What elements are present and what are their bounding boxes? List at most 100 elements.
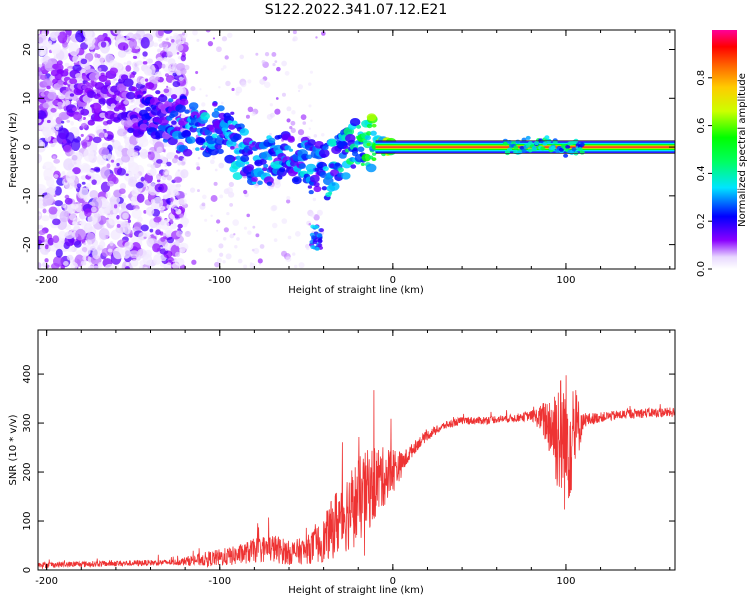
signal-blob (577, 147, 583, 152)
noise-blob (143, 266, 148, 269)
noise-blob (306, 246, 310, 251)
signal-blob (113, 90, 121, 96)
noise-blob (237, 258, 243, 264)
noise-blob (120, 147, 130, 157)
noise-blob (291, 110, 296, 115)
noise-blob (197, 156, 201, 160)
noise-blob (292, 252, 296, 256)
noise-blob (158, 71, 162, 75)
signal-blob (182, 148, 193, 157)
noise-blob (281, 92, 286, 97)
noise-blob (42, 126, 51, 137)
noise-blob (53, 158, 61, 164)
noise-blob (152, 196, 164, 210)
noise-blob (82, 30, 93, 39)
noise-blob (41, 215, 50, 222)
snr-panel: -200 -100 0 100 0 100 200 300 400 Height of stra… (8, 329, 676, 596)
x-tick-label: -200 (35, 576, 58, 587)
noise-blob (52, 235, 60, 244)
noise-blob (65, 170, 76, 183)
noise-blob (218, 243, 224, 249)
noise-blob (157, 30, 164, 37)
signal-blob (87, 119, 95, 126)
noise-blob (243, 226, 248, 230)
signal-blob (360, 162, 365, 167)
noise-blob (134, 164, 145, 177)
noise-blob (177, 228, 182, 232)
noise-blob (98, 67, 102, 72)
signal-blob (527, 148, 533, 153)
noise-blob (212, 37, 216, 40)
noise-blob (107, 248, 113, 253)
noise-blob (78, 187, 89, 199)
signal-blob (279, 166, 286, 173)
signal-blob (365, 163, 377, 173)
signal-blob (525, 135, 531, 140)
noise-blob (264, 52, 270, 57)
noise-blob (286, 195, 291, 200)
noise-blob (226, 187, 233, 194)
noise-blob (138, 179, 142, 183)
noise-blob (122, 212, 129, 220)
signal-blob (72, 107, 78, 112)
noise-blob (38, 262, 42, 269)
noise-blob (240, 81, 247, 88)
noise-blob (130, 200, 135, 206)
x-tick-label: 0 (390, 576, 396, 587)
noise-blob (227, 32, 233, 39)
signal-blob (69, 93, 75, 97)
noise-blob (112, 247, 124, 260)
signal-blob (317, 243, 323, 248)
signal-blob (158, 94, 168, 103)
colorbar: 0.0 0.2 0.4 0.6 0.8 Normalized spectral ampl… (696, 30, 748, 277)
signal-blob (110, 103, 116, 108)
signal-blob (173, 126, 181, 132)
noise-blob (115, 215, 120, 220)
noise-blob (53, 174, 59, 179)
signal-blob (343, 145, 349, 150)
signal-blob (558, 147, 564, 152)
signal-blob (313, 182, 320, 188)
noise-blob (273, 178, 281, 185)
noise-blob (146, 238, 155, 246)
noise-blob (84, 208, 92, 217)
noise-blob (281, 218, 288, 224)
noise-blob (199, 88, 202, 91)
signal-blob (57, 105, 63, 110)
noise-blob (201, 102, 206, 107)
noise-blob (133, 221, 143, 231)
signal-blob (230, 111, 235, 115)
signal-blob (252, 181, 257, 185)
signal-blob (263, 163, 269, 168)
noise-blob (224, 55, 229, 60)
noise-blob (274, 108, 281, 115)
noise-blob (184, 230, 191, 238)
signal-blob (199, 138, 206, 144)
signal-blob (349, 117, 361, 127)
noise-blob (216, 46, 222, 53)
noise-blob (171, 262, 180, 269)
signal-blob (112, 94, 117, 98)
noise-blob (179, 248, 183, 253)
signal-blob (579, 150, 585, 155)
signal-blob (145, 82, 155, 90)
noise-blob (251, 111, 256, 117)
noise-blob (164, 73, 169, 78)
noise-blob (143, 236, 147, 240)
signal-blob (203, 116, 208, 121)
signal-blob (179, 98, 189, 106)
noise-blob (163, 30, 173, 34)
spectrogram-ylabel: Frequency (Hz) (8, 112, 19, 188)
noise-blob (162, 194, 171, 200)
noise-blob (159, 262, 165, 268)
noise-blob (82, 164, 91, 172)
noise-blob (281, 250, 288, 257)
noise-blob (154, 60, 163, 70)
noise-blob (70, 120, 74, 126)
signal-blob (73, 112, 83, 121)
signal-blob (50, 107, 57, 113)
noise-blob (221, 36, 228, 42)
signal-blob (507, 147, 513, 152)
colorbar-ticks: 0.0 0.2 0.4 0.6 0.8 (696, 70, 712, 277)
